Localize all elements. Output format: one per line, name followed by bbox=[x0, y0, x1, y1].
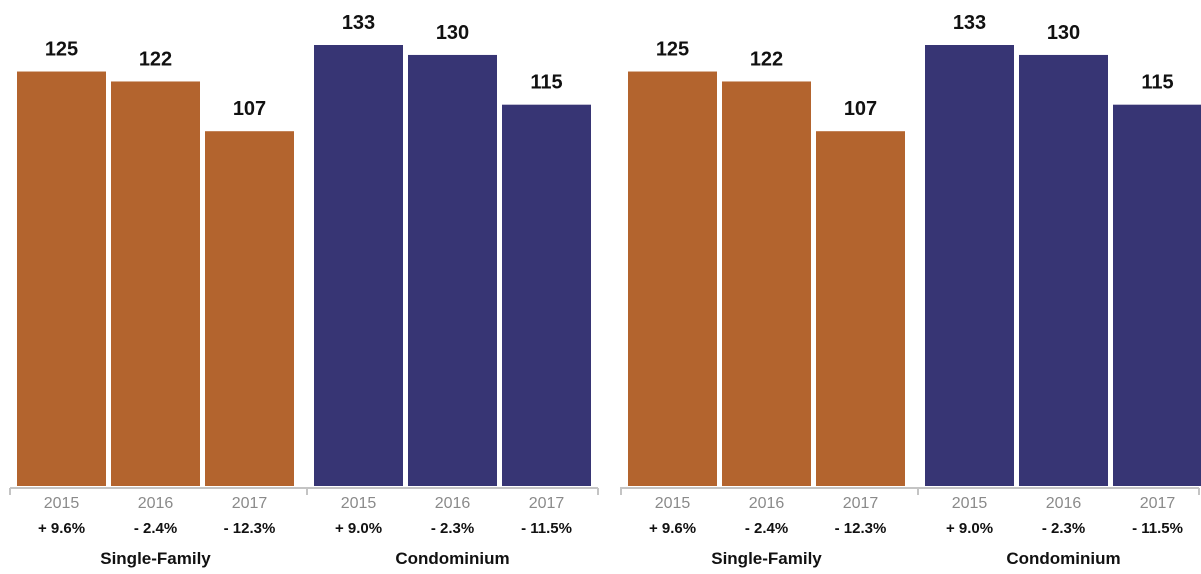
x-tick-label: 2015 bbox=[341, 495, 377, 512]
x-tick-label: 2015 bbox=[952, 495, 988, 512]
bar bbox=[816, 131, 905, 487]
change-label: + 9.0% bbox=[946, 520, 993, 537]
data-label: 122 bbox=[139, 48, 172, 70]
change-label: + 9.0% bbox=[335, 520, 382, 537]
change-label: - 11.5% bbox=[521, 520, 572, 537]
data-label: 130 bbox=[1047, 22, 1080, 44]
bar bbox=[205, 131, 294, 487]
x-tick-label: 2015 bbox=[655, 495, 691, 512]
x-tick-label: 2016 bbox=[749, 495, 785, 512]
bar bbox=[17, 71, 106, 487]
x-tick-label: 2017 bbox=[843, 495, 879, 512]
data-label: 122 bbox=[750, 48, 783, 70]
bar bbox=[1019, 54, 1108, 487]
data-label: 107 bbox=[233, 98, 266, 120]
bar bbox=[628, 71, 717, 487]
change-label: + 9.6% bbox=[649, 520, 696, 537]
x-tick-label: 2015 bbox=[44, 495, 80, 512]
data-label: 107 bbox=[844, 98, 877, 120]
x-tick-label: 2017 bbox=[1140, 495, 1176, 512]
x-tick-label: 2017 bbox=[232, 495, 268, 512]
data-label: 133 bbox=[953, 12, 986, 34]
bar bbox=[722, 81, 811, 486]
change-label: - 2.3% bbox=[431, 520, 474, 537]
bar bbox=[111, 81, 200, 486]
change-label: + 9.6% bbox=[38, 520, 85, 537]
data-label: 133 bbox=[342, 12, 375, 34]
x-tick-label: 2016 bbox=[435, 495, 471, 512]
data-label: 125 bbox=[45, 39, 78, 61]
change-label: - 12.3% bbox=[835, 520, 887, 537]
change-label: - 2.4% bbox=[745, 520, 788, 537]
bar bbox=[314, 45, 403, 486]
group-label: Single-Family bbox=[100, 549, 211, 568]
bar bbox=[408, 54, 497, 487]
group-label: Condominium bbox=[395, 549, 509, 568]
change-label: - 11.5% bbox=[1132, 520, 1183, 537]
x-tick-label: 2016 bbox=[1046, 495, 1082, 512]
data-label: 130 bbox=[436, 22, 469, 44]
change-label: - 2.3% bbox=[1042, 520, 1085, 537]
x-tick-label: 2017 bbox=[529, 495, 565, 512]
change-label: - 2.4% bbox=[134, 520, 177, 537]
group-label: Single-Family bbox=[711, 549, 822, 568]
data-label: 115 bbox=[1141, 72, 1173, 94]
change-label: - 12.3% bbox=[224, 520, 276, 537]
data-label: 115 bbox=[530, 72, 562, 94]
group-label: Condominium bbox=[1006, 549, 1120, 568]
bar bbox=[502, 104, 591, 487]
bar bbox=[925, 45, 1014, 486]
bar bbox=[1113, 104, 1201, 487]
x-tick-label: 2016 bbox=[138, 495, 174, 512]
data-label: 125 bbox=[656, 39, 689, 61]
